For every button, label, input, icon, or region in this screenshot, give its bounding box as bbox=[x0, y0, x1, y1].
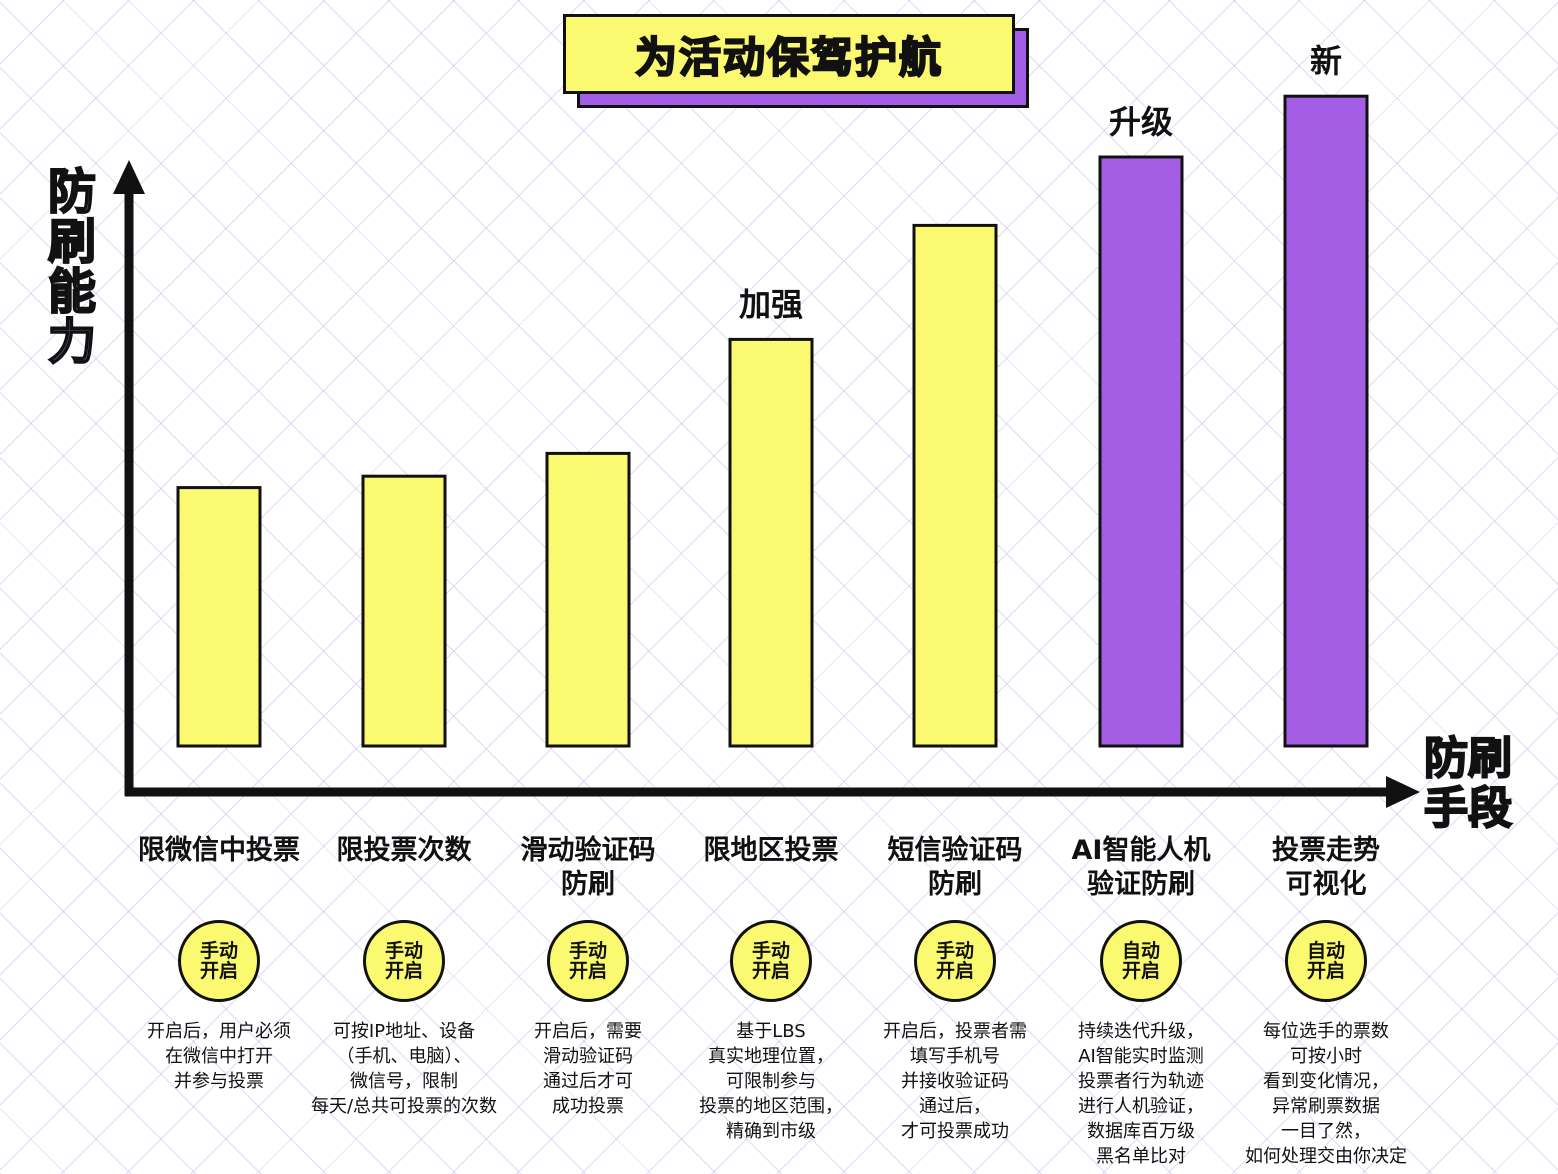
bar-annotation-7: 新 bbox=[1310, 42, 1342, 80]
bar-7 bbox=[1283, 94, 1369, 748]
x-axis-arrow bbox=[1386, 776, 1420, 808]
bar-annotation-4: 加强 bbox=[739, 285, 803, 323]
description-line: 精确到市级 bbox=[726, 1121, 816, 1142]
category-label-line: 短信验证码 bbox=[887, 835, 1023, 866]
category-label-line: 投票走势 bbox=[1272, 835, 1380, 866]
category-label-1: 限微信中投票 bbox=[129, 834, 309, 868]
description-line: 数据库百万级 bbox=[1087, 1121, 1195, 1142]
category-label-3: 滑动验证码 防刷 bbox=[498, 834, 678, 902]
mode-badge-7: 自动开启 bbox=[1285, 920, 1367, 1002]
description-line: 每位选手的票数 bbox=[1263, 1021, 1389, 1042]
description-line: 通过后才可 bbox=[543, 1071, 633, 1092]
description-line: 并接收验证码 bbox=[901, 1071, 1009, 1092]
category-label-7: 投票走势 可视化 bbox=[1236, 834, 1416, 902]
description-line: 如何处理交由你决定 bbox=[1245, 1146, 1407, 1167]
description-line: 可按IP地址、设备 bbox=[332, 1021, 476, 1042]
description-line: 滑动验证码 bbox=[543, 1046, 633, 1067]
description-line: 投票者行为轨迹 bbox=[1078, 1071, 1204, 1092]
description-line: 真实地理位置， bbox=[708, 1046, 834, 1067]
mode-badge-text: 手动开启 bbox=[384, 940, 423, 982]
bar-annotation-6: 升级 bbox=[1109, 103, 1173, 141]
description-line: 进行人机验证， bbox=[1078, 1096, 1204, 1117]
description-line: 开启后，投票者需 bbox=[883, 1021, 1027, 1042]
category-label-line: 限微信中投票 bbox=[138, 835, 300, 866]
description-line: 基于LBS bbox=[736, 1021, 806, 1042]
description-line: 异常刷票数据 bbox=[1272, 1096, 1380, 1117]
description-line: 黑名单比对 bbox=[1096, 1146, 1186, 1167]
description-4: 基于LBS 真实地理位置， 可限制参与投票的地区范围， 精确到市级 bbox=[656, 1019, 886, 1144]
bar-4 bbox=[728, 337, 814, 748]
description-3: 开启后，需要 滑动验证码通过后才可成功投票 bbox=[473, 1019, 703, 1119]
mode-badge-6: 自动开启 bbox=[1100, 920, 1182, 1002]
y-axis-arrow bbox=[113, 160, 145, 194]
description-line: 在微信中打开 bbox=[165, 1046, 273, 1067]
chart-title: 为活动保驾护航 bbox=[634, 32, 943, 83]
mode-badge-1: 手动开启 bbox=[178, 920, 260, 1002]
mode-badge-2: 手动开启 bbox=[363, 920, 445, 1002]
description-line: 投票的地区范围， bbox=[699, 1096, 843, 1117]
category-label-line: AI智能人机 bbox=[1071, 835, 1211, 866]
mode-badge-text: 手动开启 bbox=[568, 940, 607, 982]
category-label-5: 短信验证码 防刷 bbox=[865, 834, 1045, 902]
mode-badge-text: 手动开启 bbox=[935, 940, 974, 982]
bar-1 bbox=[176, 486, 262, 748]
category-label-line: 验证防刷 bbox=[1087, 869, 1195, 900]
description-line: 持续迭代升级， bbox=[1078, 1021, 1204, 1042]
category-label-line: 防刷 bbox=[561, 869, 615, 900]
description-line: 通过后， bbox=[919, 1096, 991, 1117]
mode-badge-text: 手动开启 bbox=[199, 940, 238, 982]
description-2: 可按IP地址、设备 （手机、电脑）、 微信号，限制每天/总共可投票的次数 bbox=[289, 1019, 519, 1119]
description-5: 开启后，投票者需 填写手机号并接收验证码 通过后， 才可投票成功 bbox=[840, 1019, 1070, 1144]
description-line: 每天/总共可投票的次数 bbox=[310, 1096, 498, 1117]
description-line: 并参与投票 bbox=[174, 1071, 264, 1092]
bar-6 bbox=[1098, 155, 1184, 748]
description-line: 微信号，限制 bbox=[350, 1071, 458, 1092]
description-line: 才可投票成功 bbox=[901, 1121, 1009, 1142]
description-line: 成功投票 bbox=[552, 1096, 624, 1117]
description-7: 每位选手的票数 可按小时看到变化情况， 异常刷票数据 一目了然， 如何处理交由你决定 bbox=[1211, 1019, 1441, 1169]
category-label-line: 可视化 bbox=[1285, 869, 1367, 900]
category-label-2: 限投票次数 bbox=[314, 834, 494, 868]
category-label-line: 防刷 bbox=[928, 869, 982, 900]
description-line: 可限制参与 bbox=[726, 1071, 816, 1092]
mode-badge-text: 手动开启 bbox=[751, 940, 790, 982]
title-box: 为活动保驾护航 bbox=[563, 14, 1015, 94]
description-line: 填写手机号 bbox=[910, 1046, 1000, 1067]
mode-badge-5: 手动开启 bbox=[914, 920, 996, 1002]
description-line: AI智能实时监测 bbox=[1078, 1046, 1204, 1067]
mode-badge-text: 自动开启 bbox=[1121, 940, 1160, 982]
category-label-6: AI智能人机 验证防刷 bbox=[1051, 834, 1231, 902]
description-6: 持续迭代升级， AI智能实时监测 投票者行为轨迹 进行人机验证， 数据库百万级 黑名单比对 bbox=[1026, 1019, 1256, 1169]
mode-badge-3: 手动开启 bbox=[547, 920, 629, 1002]
category-label-line: 限地区投票 bbox=[703, 835, 839, 866]
mode-badge-text: 自动开启 bbox=[1306, 940, 1345, 982]
bar-2 bbox=[361, 474, 447, 748]
description-line: 开启后，用户必须 bbox=[147, 1021, 291, 1042]
category-label-line: 滑动验证码 bbox=[520, 835, 656, 866]
bar-3 bbox=[545, 451, 631, 748]
y-axis-label: 防刷能力 bbox=[38, 165, 96, 367]
description-line: （手机、电脑）、 bbox=[336, 1046, 472, 1067]
title-banner: 为活动保驾护航 bbox=[563, 14, 1033, 112]
description-line: 看到变化情况， bbox=[1263, 1071, 1389, 1092]
bar-5 bbox=[912, 223, 998, 748]
category-label-line: 限投票次数 bbox=[336, 835, 472, 866]
mode-badge-4: 手动开启 bbox=[730, 920, 812, 1002]
description-line: 开启后，需要 bbox=[534, 1021, 642, 1042]
description-line: 可按小时 bbox=[1290, 1046, 1362, 1067]
description-1: 开启后，用户必须 在微信中打开 并参与投票 bbox=[104, 1019, 334, 1094]
description-line: 一目了然， bbox=[1281, 1121, 1371, 1142]
x-axis-label: 防刷手段 bbox=[1423, 733, 1513, 835]
category-label-4: 限地区投票 bbox=[681, 834, 861, 868]
